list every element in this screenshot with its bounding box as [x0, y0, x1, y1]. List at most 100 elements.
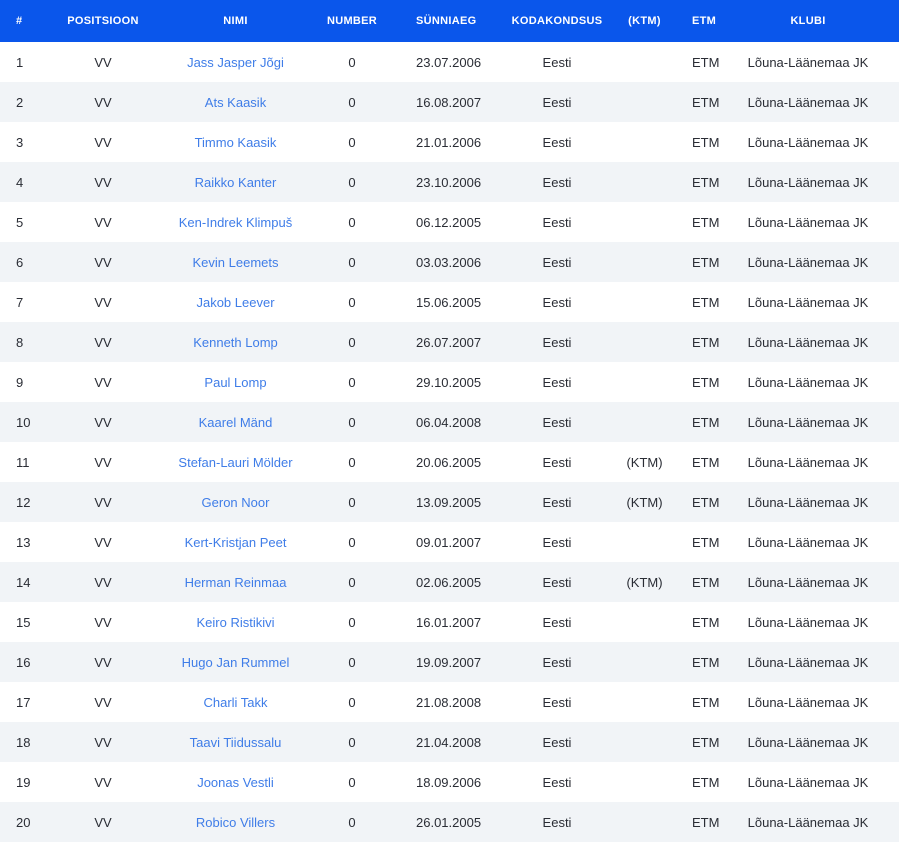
- player-name-link[interactable]: Kevin Leemets: [192, 254, 279, 270]
- cell-nimi: Kevin Leemets: [166, 242, 305, 282]
- cell-klubi: Lõuna-Läänemaa JK: [747, 294, 869, 310]
- cell-sunniaeg: 16.08.2007: [416, 94, 482, 110]
- cell-etm: ETM: [692, 534, 720, 550]
- cell-ktm: [609, 762, 680, 802]
- cell-kodakondsus: Eesti: [542, 494, 572, 510]
- player-name-link[interactable]: Kaarel Mänd: [198, 414, 273, 430]
- cell-klubi: Lõuna-Läänemaa JK: [747, 174, 869, 190]
- cell-kodakondsus: Eesti: [542, 334, 572, 350]
- table-row: 18 VV Taavi Tiidussalu 0 21.04.2008 Eesti ETM L…: [0, 722, 899, 762]
- cell-kodakondsus: Eesti: [542, 294, 572, 310]
- cell-etm: ETM: [692, 174, 720, 190]
- cell-sunniaeg: 21.04.2008: [416, 734, 482, 750]
- cell-etm: ETM: [692, 814, 720, 830]
- player-name-link[interactable]: Ats Kaasik: [204, 94, 267, 110]
- cell-number: 0: [348, 254, 356, 270]
- cell-kodakondsus: Eesti: [542, 574, 572, 590]
- player-name-link[interactable]: Robico Villers: [195, 814, 276, 830]
- cell-nimi: Geron Noor: [166, 482, 305, 522]
- cell-kodakondsus: Eesti: [542, 734, 572, 750]
- cell-num: 2: [16, 94, 24, 110]
- cell-number: 0: [348, 54, 356, 70]
- player-name-link[interactable]: Kenneth Lomp: [193, 334, 278, 350]
- player-name-link[interactable]: Paul Lomp: [204, 374, 267, 390]
- cell-kodakondsus: Eesti: [542, 814, 572, 830]
- cell-positsioon: VV: [94, 494, 112, 510]
- cell-number: 0: [348, 374, 356, 390]
- player-name-link[interactable]: Ken-Indrek Klimpuš: [178, 214, 293, 230]
- cell-num: 10: [16, 414, 31, 430]
- cell-kodakondsus: Eesti: [542, 94, 572, 110]
- table-body: 1 VV Jass Jasper Jõgi 0 23.07.2006 Eesti ETM Lõ…: [0, 42, 899, 842]
- cell-nimi: Ats Kaasik: [166, 82, 305, 122]
- cell-nimi: Kaarel Mänd: [166, 402, 305, 442]
- player-name-link[interactable]: Timmo Kaasik: [194, 134, 277, 150]
- cell-nimi: Stefan-Lauri Mölder: [166, 442, 305, 482]
- cell-ktm: [609, 122, 680, 162]
- column-header-klubi: KLUBI: [729, 0, 899, 42]
- cell-nimi: Charli Takk: [166, 682, 305, 722]
- player-name-link[interactable]: Geron Noor: [201, 494, 270, 510]
- cell-ktm: (KTM): [626, 574, 663, 590]
- cell-etm: ETM: [692, 294, 720, 310]
- table-row: 10 VV Kaarel Mänd 0 06.04.2008 Eesti ETM Lõuna-…: [0, 402, 899, 442]
- cell-kodakondsus: Eesti: [542, 174, 572, 190]
- table-row: 5 VV Ken-Indrek Klimpuš 0 06.12.2005 Eesti ETM…: [0, 202, 899, 242]
- player-name-link[interactable]: Charli Takk: [203, 694, 268, 710]
- cell-positsioon: VV: [94, 774, 112, 790]
- cell-kodakondsus: Eesti: [542, 254, 572, 270]
- player-name-link[interactable]: Joonas Vestli: [197, 774, 274, 790]
- cell-num: 11: [16, 454, 30, 470]
- player-name-link[interactable]: Herman Reinmaa: [184, 574, 287, 590]
- cell-klubi: Lõuna-Läänemaa JK: [747, 414, 869, 430]
- table-row: 7 VV Jakob Leever 0 15.06.2005 Eesti ETM Lõuna-…: [0, 282, 899, 322]
- cell-ktm: (KTM): [626, 494, 663, 510]
- cell-num: 8: [16, 334, 24, 350]
- cell-kodakondsus: Eesti: [542, 374, 572, 390]
- cell-sunniaeg: 13.09.2005: [416, 494, 482, 510]
- cell-klubi: Lõuna-Läänemaa JK: [747, 574, 869, 590]
- cell-num: 3: [16, 134, 24, 150]
- cell-number: 0: [348, 414, 356, 430]
- cell-etm: ETM: [692, 454, 720, 470]
- cell-nimi: Jakob Leever: [166, 282, 305, 322]
- cell-kodakondsus: Eesti: [542, 414, 572, 430]
- cell-sunniaeg: 23.07.2006: [416, 54, 482, 70]
- cell-sunniaeg: 06.12.2005: [416, 214, 482, 230]
- cell-positsioon: VV: [94, 374, 112, 390]
- cell-num: 16: [16, 654, 31, 670]
- cell-klubi: Lõuna-Läänemaa JK: [747, 654, 869, 670]
- player-name-link[interactable]: Stefan-Lauri Mölder: [178, 454, 293, 470]
- cell-etm: ETM: [692, 614, 720, 630]
- cell-sunniaeg: 02.06.2005: [416, 574, 482, 590]
- player-name-link[interactable]: Kert-Kristjan Peet: [184, 534, 287, 550]
- cell-sunniaeg: 15.06.2005: [416, 294, 482, 310]
- table-header: # POSITSIOON NIMI NUMBER SÜNNIAEG KODAKONDSUS…: [0, 0, 899, 42]
- cell-positsioon: VV: [94, 414, 112, 430]
- cell-number: 0: [348, 94, 356, 110]
- player-name-link[interactable]: Keiro Ristikivi: [196, 614, 275, 630]
- cell-num: 1: [16, 54, 24, 70]
- cell-nimi: Robico Villers: [166, 802, 305, 842]
- player-name-link[interactable]: Jass Jasper Jõgi: [187, 54, 284, 70]
- cell-klubi: Lõuna-Läänemaa JK: [747, 254, 869, 270]
- cell-positsioon: VV: [94, 254, 112, 270]
- cell-sunniaeg: 21.01.2006: [416, 134, 482, 150]
- cell-ktm: [609, 402, 680, 442]
- cell-sunniaeg: 06.04.2008: [416, 414, 482, 430]
- player-name-link[interactable]: Taavi Tiidussalu: [189, 734, 282, 750]
- player-name-link[interactable]: Raikko Kanter: [194, 174, 277, 190]
- player-name-link[interactable]: Hugo Jan Rummel: [181, 654, 290, 670]
- table-row: 13 VV Kert-Kristjan Peet 0 09.01.2007 Eesti ET…: [0, 522, 899, 562]
- header-row: # POSITSIOON NIMI NUMBER SÜNNIAEG KODAKONDSUS…: [0, 0, 899, 42]
- cell-number: 0: [348, 454, 356, 470]
- cell-number: 0: [348, 614, 356, 630]
- table-row: 9 VV Paul Lomp 0 29.10.2005 Eesti ETM Lõuna-Lää…: [0, 362, 899, 402]
- cell-etm: ETM: [692, 734, 720, 750]
- cell-ktm: [609, 642, 680, 682]
- player-name-link[interactable]: Jakob Leever: [196, 294, 275, 310]
- cell-num: 19: [16, 774, 31, 790]
- cell-num: 5: [16, 214, 24, 230]
- cell-positsioon: VV: [94, 134, 112, 150]
- cell-num: 9: [16, 374, 24, 390]
